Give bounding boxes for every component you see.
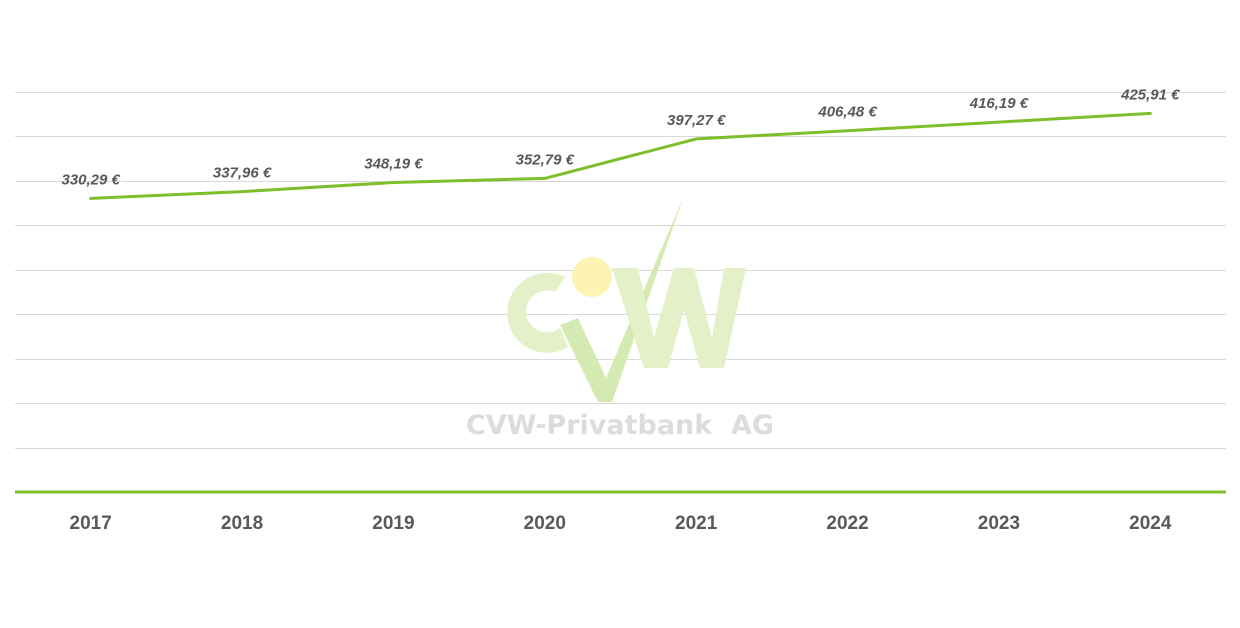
watermark-company-name: CVW-Privatbank AG bbox=[466, 410, 774, 441]
x-tick-label: 2019 bbox=[372, 513, 414, 534]
x-tick-label: 2020 bbox=[524, 513, 566, 534]
logo-sun bbox=[572, 257, 612, 297]
data-label: 406,48 € bbox=[817, 104, 877, 121]
data-label: 397,27 € bbox=[667, 112, 726, 129]
cvw-watermark: CVW-Privatbank AG bbox=[466, 196, 774, 441]
data-labels: 330,29 € 337,96 € 348,19 € 352,79 € 397,27 €… bbox=[61, 86, 1180, 188]
series-line bbox=[89, 111, 1152, 200]
data-label: 425,91 € bbox=[1120, 86, 1180, 103]
x-tick-label: 2024 bbox=[1129, 513, 1172, 534]
x-tick-label: 2018 bbox=[221, 513, 263, 534]
data-label: 416,19 € bbox=[969, 95, 1029, 112]
logo-letter-w bbox=[612, 268, 746, 368]
data-label: 330,29 € bbox=[61, 171, 120, 188]
cvw-logo bbox=[507, 196, 746, 402]
logo-letter-c bbox=[507, 272, 568, 353]
x-tick-label: 2017 bbox=[70, 513, 112, 534]
x-tick-label: 2022 bbox=[826, 513, 868, 534]
logo-checkmark bbox=[560, 196, 684, 402]
x-tick-label: 2021 bbox=[675, 513, 718, 534]
data-label: 352,79 € bbox=[516, 151, 575, 168]
data-label: 337,96 € bbox=[213, 165, 272, 182]
data-label: 348,19 € bbox=[364, 155, 423, 172]
x-axis-ticks: 2017 2018 2019 2020 2021 2022 2023 2024 bbox=[70, 513, 1172, 534]
x-tick-label: 2023 bbox=[978, 513, 1020, 534]
